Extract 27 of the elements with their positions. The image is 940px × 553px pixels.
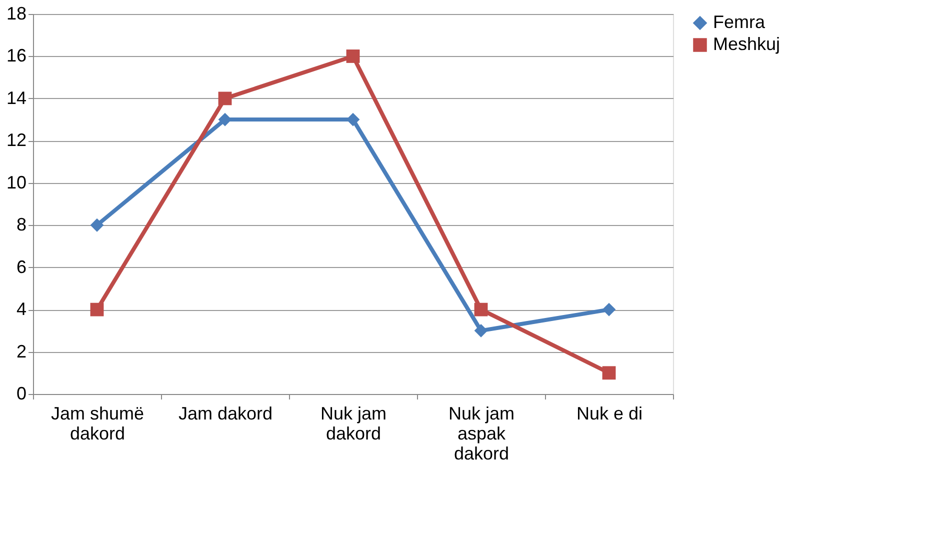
legend-label: Femra: [713, 12, 766, 32]
point: [474, 302, 488, 316]
y-tick-label: 18: [6, 4, 26, 24]
y-tick-label: 4: [16, 299, 26, 320]
legend-label: Meshkuj: [713, 34, 780, 54]
point: [346, 50, 360, 63]
y-tick-label: 8: [16, 214, 26, 235]
point: [218, 112, 232, 126]
point: [90, 302, 104, 316]
x-tick-label: Jam dakord: [178, 404, 273, 424]
point: [90, 218, 104, 232]
y-tick-label: 16: [6, 46, 26, 66]
y-tick-label: 10: [6, 172, 26, 192]
x-tick-label: Nuk jam aspak dakord: [448, 404, 515, 464]
point: [602, 366, 616, 380]
y-tick-label: 2: [16, 341, 26, 362]
y-tick-label: 0: [16, 384, 26, 404]
point: [474, 324, 488, 338]
y-tick-label: 12: [6, 130, 26, 150]
y-tick-label: 6: [16, 256, 26, 277]
point: [346, 112, 360, 126]
point: [218, 92, 232, 106]
y-tick-label: 14: [6, 88, 26, 108]
point: [602, 302, 616, 316]
x-tick-label: Jam shumë dakord: [50, 404, 144, 444]
x-tick-label: Nuk jam dakord: [320, 404, 387, 444]
x-tick-label: Nuk e di: [576, 404, 643, 424]
